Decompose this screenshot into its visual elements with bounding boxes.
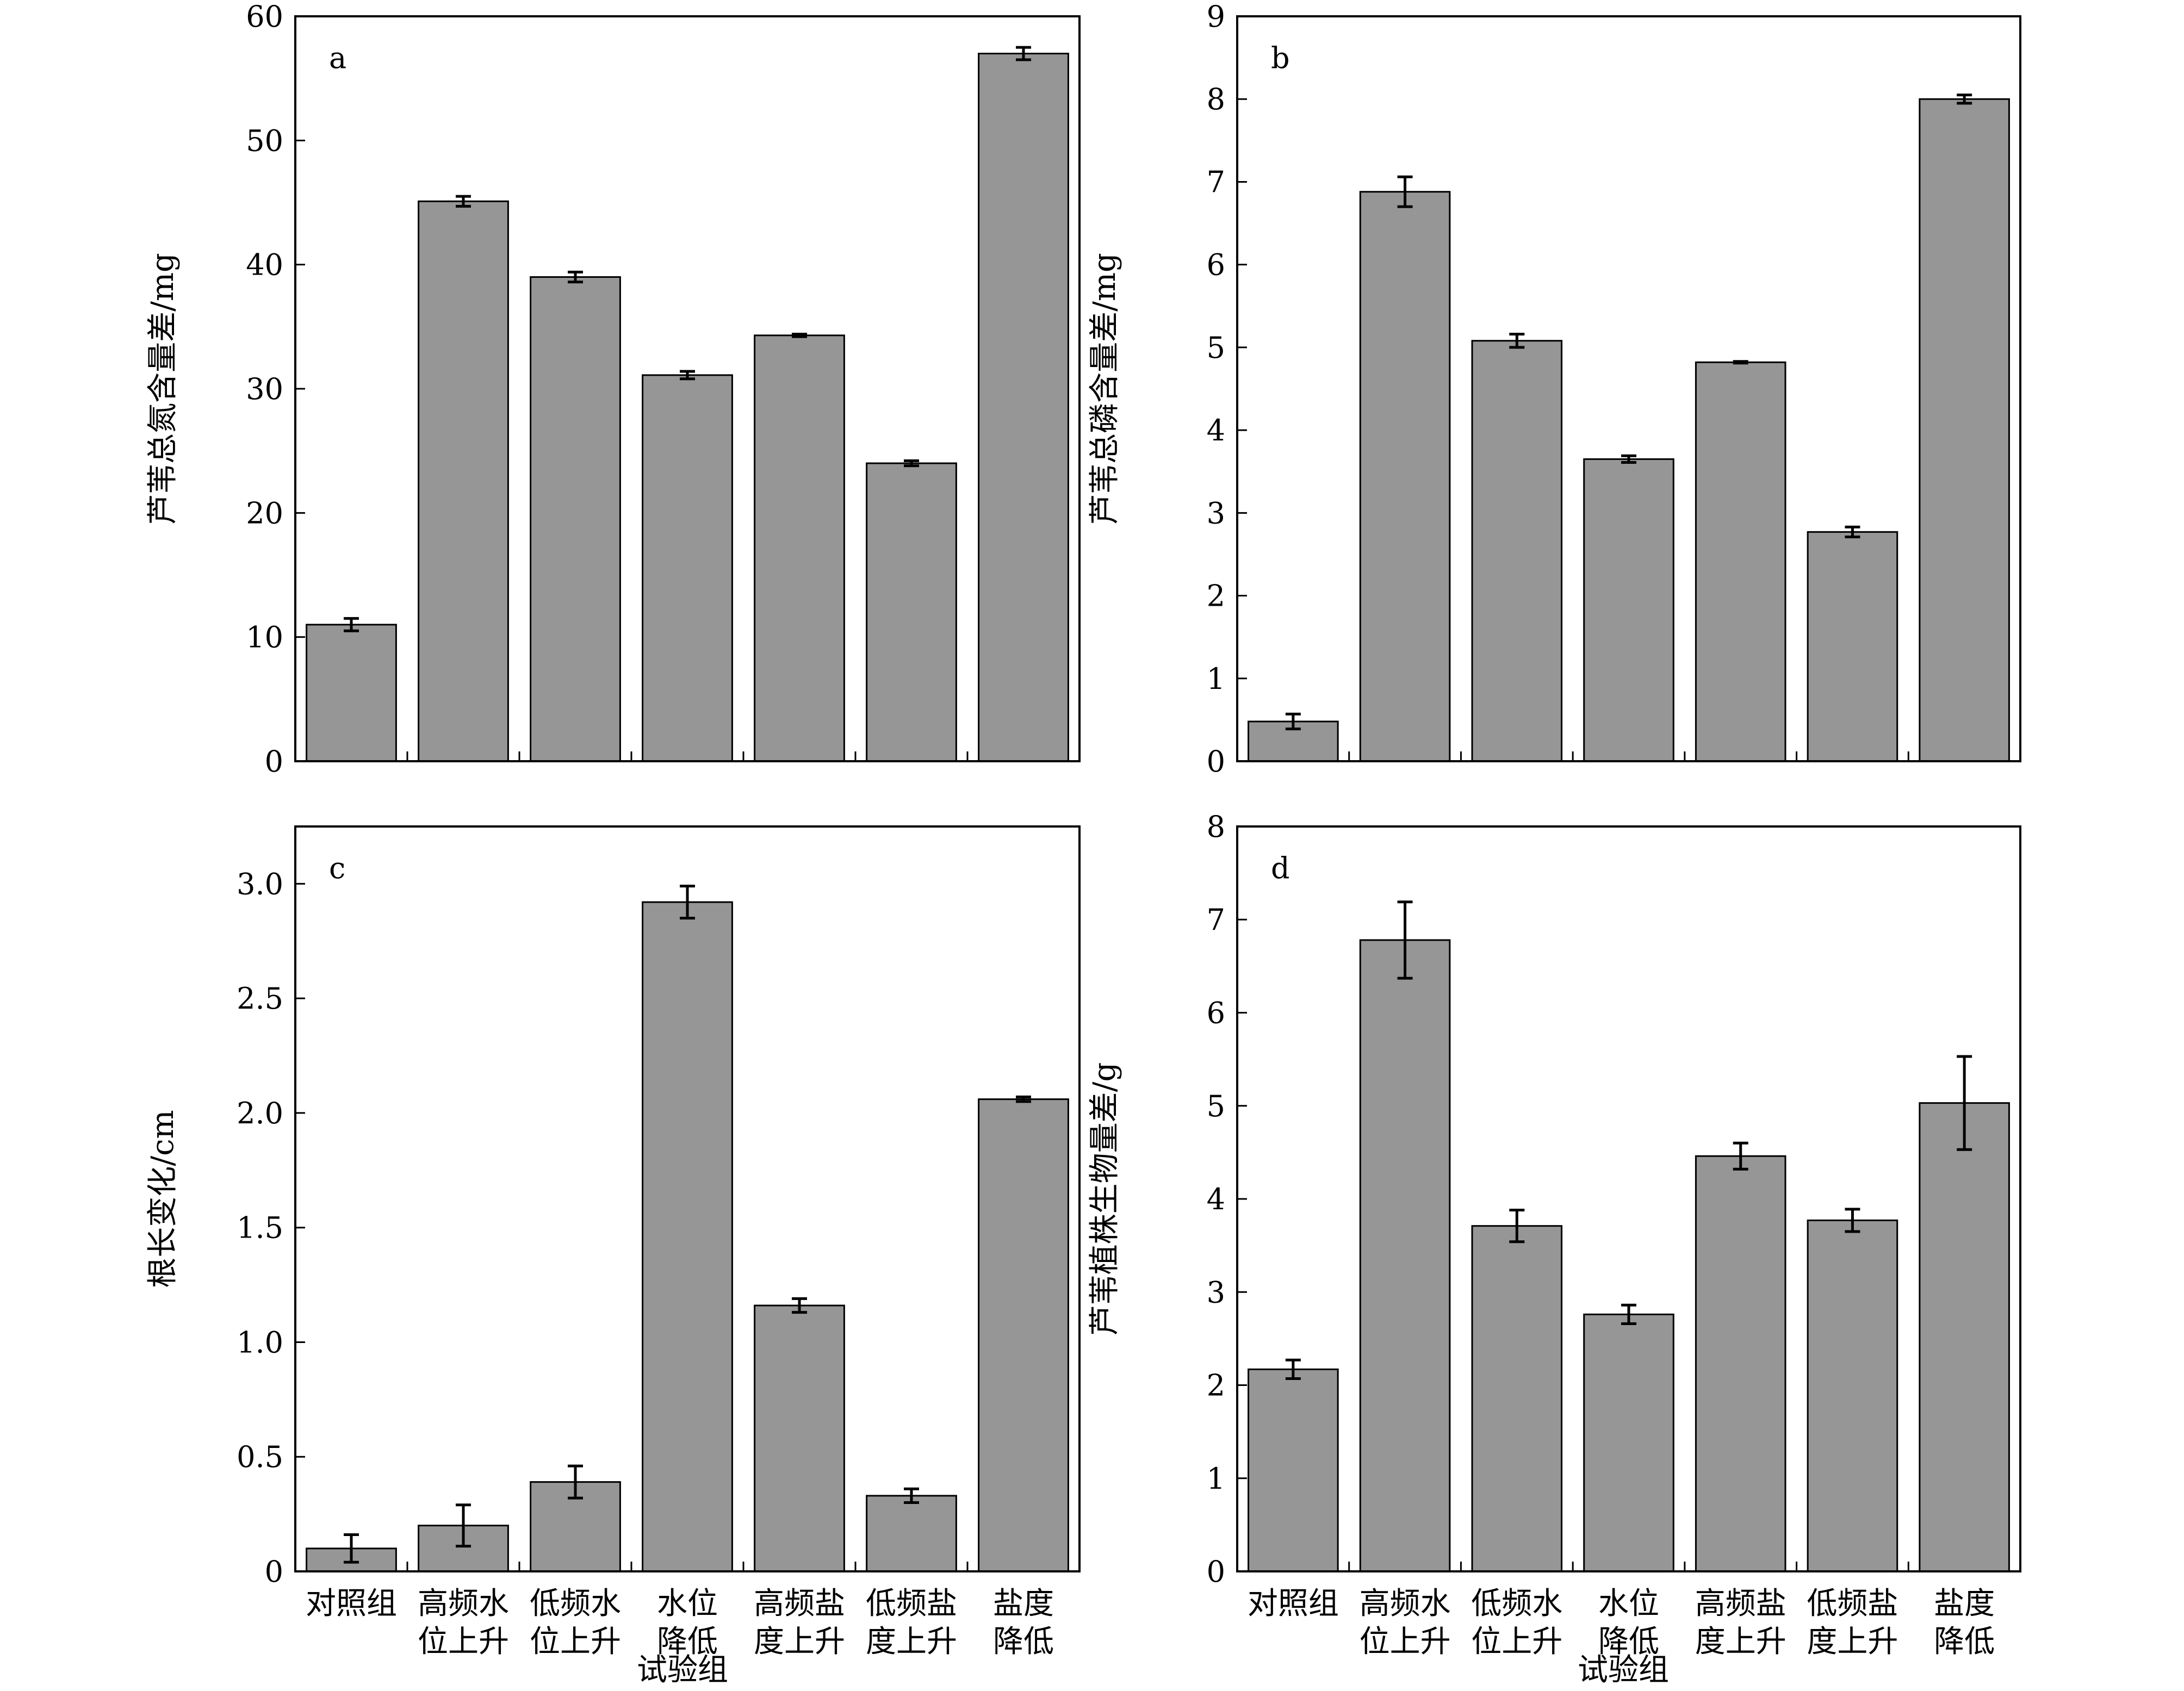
bar <box>1695 1155 1786 1572</box>
y-tick-label: 20 <box>246 496 283 530</box>
bar <box>1807 1219 1898 1572</box>
y-axis-title: 芦苇总氮含量差/mg <box>145 253 181 525</box>
bar <box>1919 1102 2010 1572</box>
y-tick-label: 7 <box>1207 903 1225 937</box>
y-tick-label: 4 <box>1207 1182 1225 1216</box>
category-label: 对照组 <box>306 1586 397 1621</box>
panel-letter: b <box>1271 41 1290 75</box>
bar <box>1583 458 1674 762</box>
y-tick-label: 3.0 <box>237 867 283 901</box>
y-tick-label: 1.0 <box>237 1325 283 1359</box>
y-tick-label: 60 <box>246 0 283 34</box>
bar <box>978 53 1069 762</box>
bar <box>1471 1225 1563 1572</box>
bar <box>1919 98 2010 762</box>
y-tick-label: 5 <box>1207 331 1225 365</box>
bar <box>866 1495 957 1572</box>
y-tick-label: 5 <box>1207 1089 1225 1123</box>
category-label: 低频盐度上升 <box>1807 1586 1898 1659</box>
x-axis-title-left: 试验组 <box>637 1652 728 1688</box>
bar <box>978 1098 1069 1572</box>
y-tick-label: 1 <box>1207 1462 1225 1496</box>
y-tick-label: 1.5 <box>237 1211 283 1245</box>
category-label: 高频水位上升 <box>418 1586 509 1659</box>
y-tick-label: 8 <box>1207 810 1225 844</box>
y-tick-label: 2.5 <box>237 981 283 1016</box>
bar <box>306 624 397 762</box>
category-label: 水位降低 <box>1598 1586 1659 1659</box>
bar <box>642 374 733 762</box>
y-tick-label: 0 <box>265 744 283 779</box>
bar <box>1807 531 1898 762</box>
category-label: 高频盐度上升 <box>1695 1586 1786 1659</box>
y-tick-label: 6 <box>1207 248 1225 282</box>
bar <box>754 1304 845 1572</box>
y-tick-label: 3 <box>1207 1275 1225 1309</box>
y-tick-label: 2.0 <box>237 1096 283 1130</box>
category-label: 盐度降低 <box>993 1586 1054 1659</box>
bar <box>1471 340 1563 762</box>
bar <box>1359 191 1451 762</box>
y-axis-title: 芦苇植株生物量差/g <box>1087 1062 1122 1336</box>
bar <box>418 200 509 762</box>
y-tick-label: 7 <box>1207 165 1225 199</box>
bar <box>530 276 621 762</box>
panel-a-total-nitrogen-chart: 0 10 20 30 40 50 60 a 芦苇总氮含量差/mg <box>145 0 1081 779</box>
y-tick-label: 9 <box>1207 0 1225 34</box>
category-label: 盐度降低 <box>1934 1586 1995 1659</box>
y-tick-label: 50 <box>246 123 283 158</box>
y-tick-label: 8 <box>1207 82 1225 116</box>
category-label: 高频水位上升 <box>1360 1586 1451 1659</box>
plot-frame <box>294 825 1081 1572</box>
y-tick-label: 2 <box>1207 579 1225 613</box>
panel-letter: a <box>329 41 346 75</box>
bar <box>754 334 845 762</box>
y-tick-label: 0 <box>265 1555 283 1589</box>
bar <box>1583 1313 1674 1572</box>
category-label: 高频盐度上升 <box>754 1586 845 1659</box>
y-tick-label: 3 <box>1207 496 1225 530</box>
bar <box>1359 939 1451 1572</box>
bar <box>642 901 733 1572</box>
y-axis-title: 根长变化/cm <box>145 1110 181 1288</box>
panel-letter: d <box>1271 851 1290 885</box>
category-label: 低频水位上升 <box>530 1586 621 1659</box>
panel-b-total-phosphorus-chart: 0 1 2 3 4 5 6 7 8 9 b 芦苇总磷含量差/mg <box>1087 0 2021 779</box>
y-tick-label: 0 <box>1207 1555 1225 1589</box>
y-tick-label: 0.5 <box>237 1440 283 1474</box>
y-tick-label: 10 <box>246 620 283 655</box>
y-tick-label: 1 <box>1207 662 1225 696</box>
y-tick-label: 4 <box>1207 413 1225 447</box>
bar <box>1248 1368 1339 1572</box>
bar <box>1695 361 1786 762</box>
x-axis-title-right: 试验组 <box>1578 1652 1669 1688</box>
plot-frame <box>1236 15 2021 762</box>
y-tick-label: 30 <box>246 372 283 406</box>
category-label: 低频水位上升 <box>1471 1586 1562 1659</box>
bar <box>866 462 957 762</box>
category-label: 对照组 <box>1248 1586 1339 1621</box>
y-tick-label: 40 <box>246 248 283 282</box>
y-axis-title: 芦苇总磷含量差/mg <box>1087 253 1122 525</box>
category-label: 低频盐度上升 <box>866 1586 957 1659</box>
y-tick-label: 2 <box>1207 1369 1225 1403</box>
y-tick-label: 6 <box>1207 996 1225 1030</box>
y-tick-label: 0 <box>1207 744 1225 779</box>
category-label: 水位降低 <box>657 1586 718 1659</box>
panel-letter: c <box>329 851 345 885</box>
